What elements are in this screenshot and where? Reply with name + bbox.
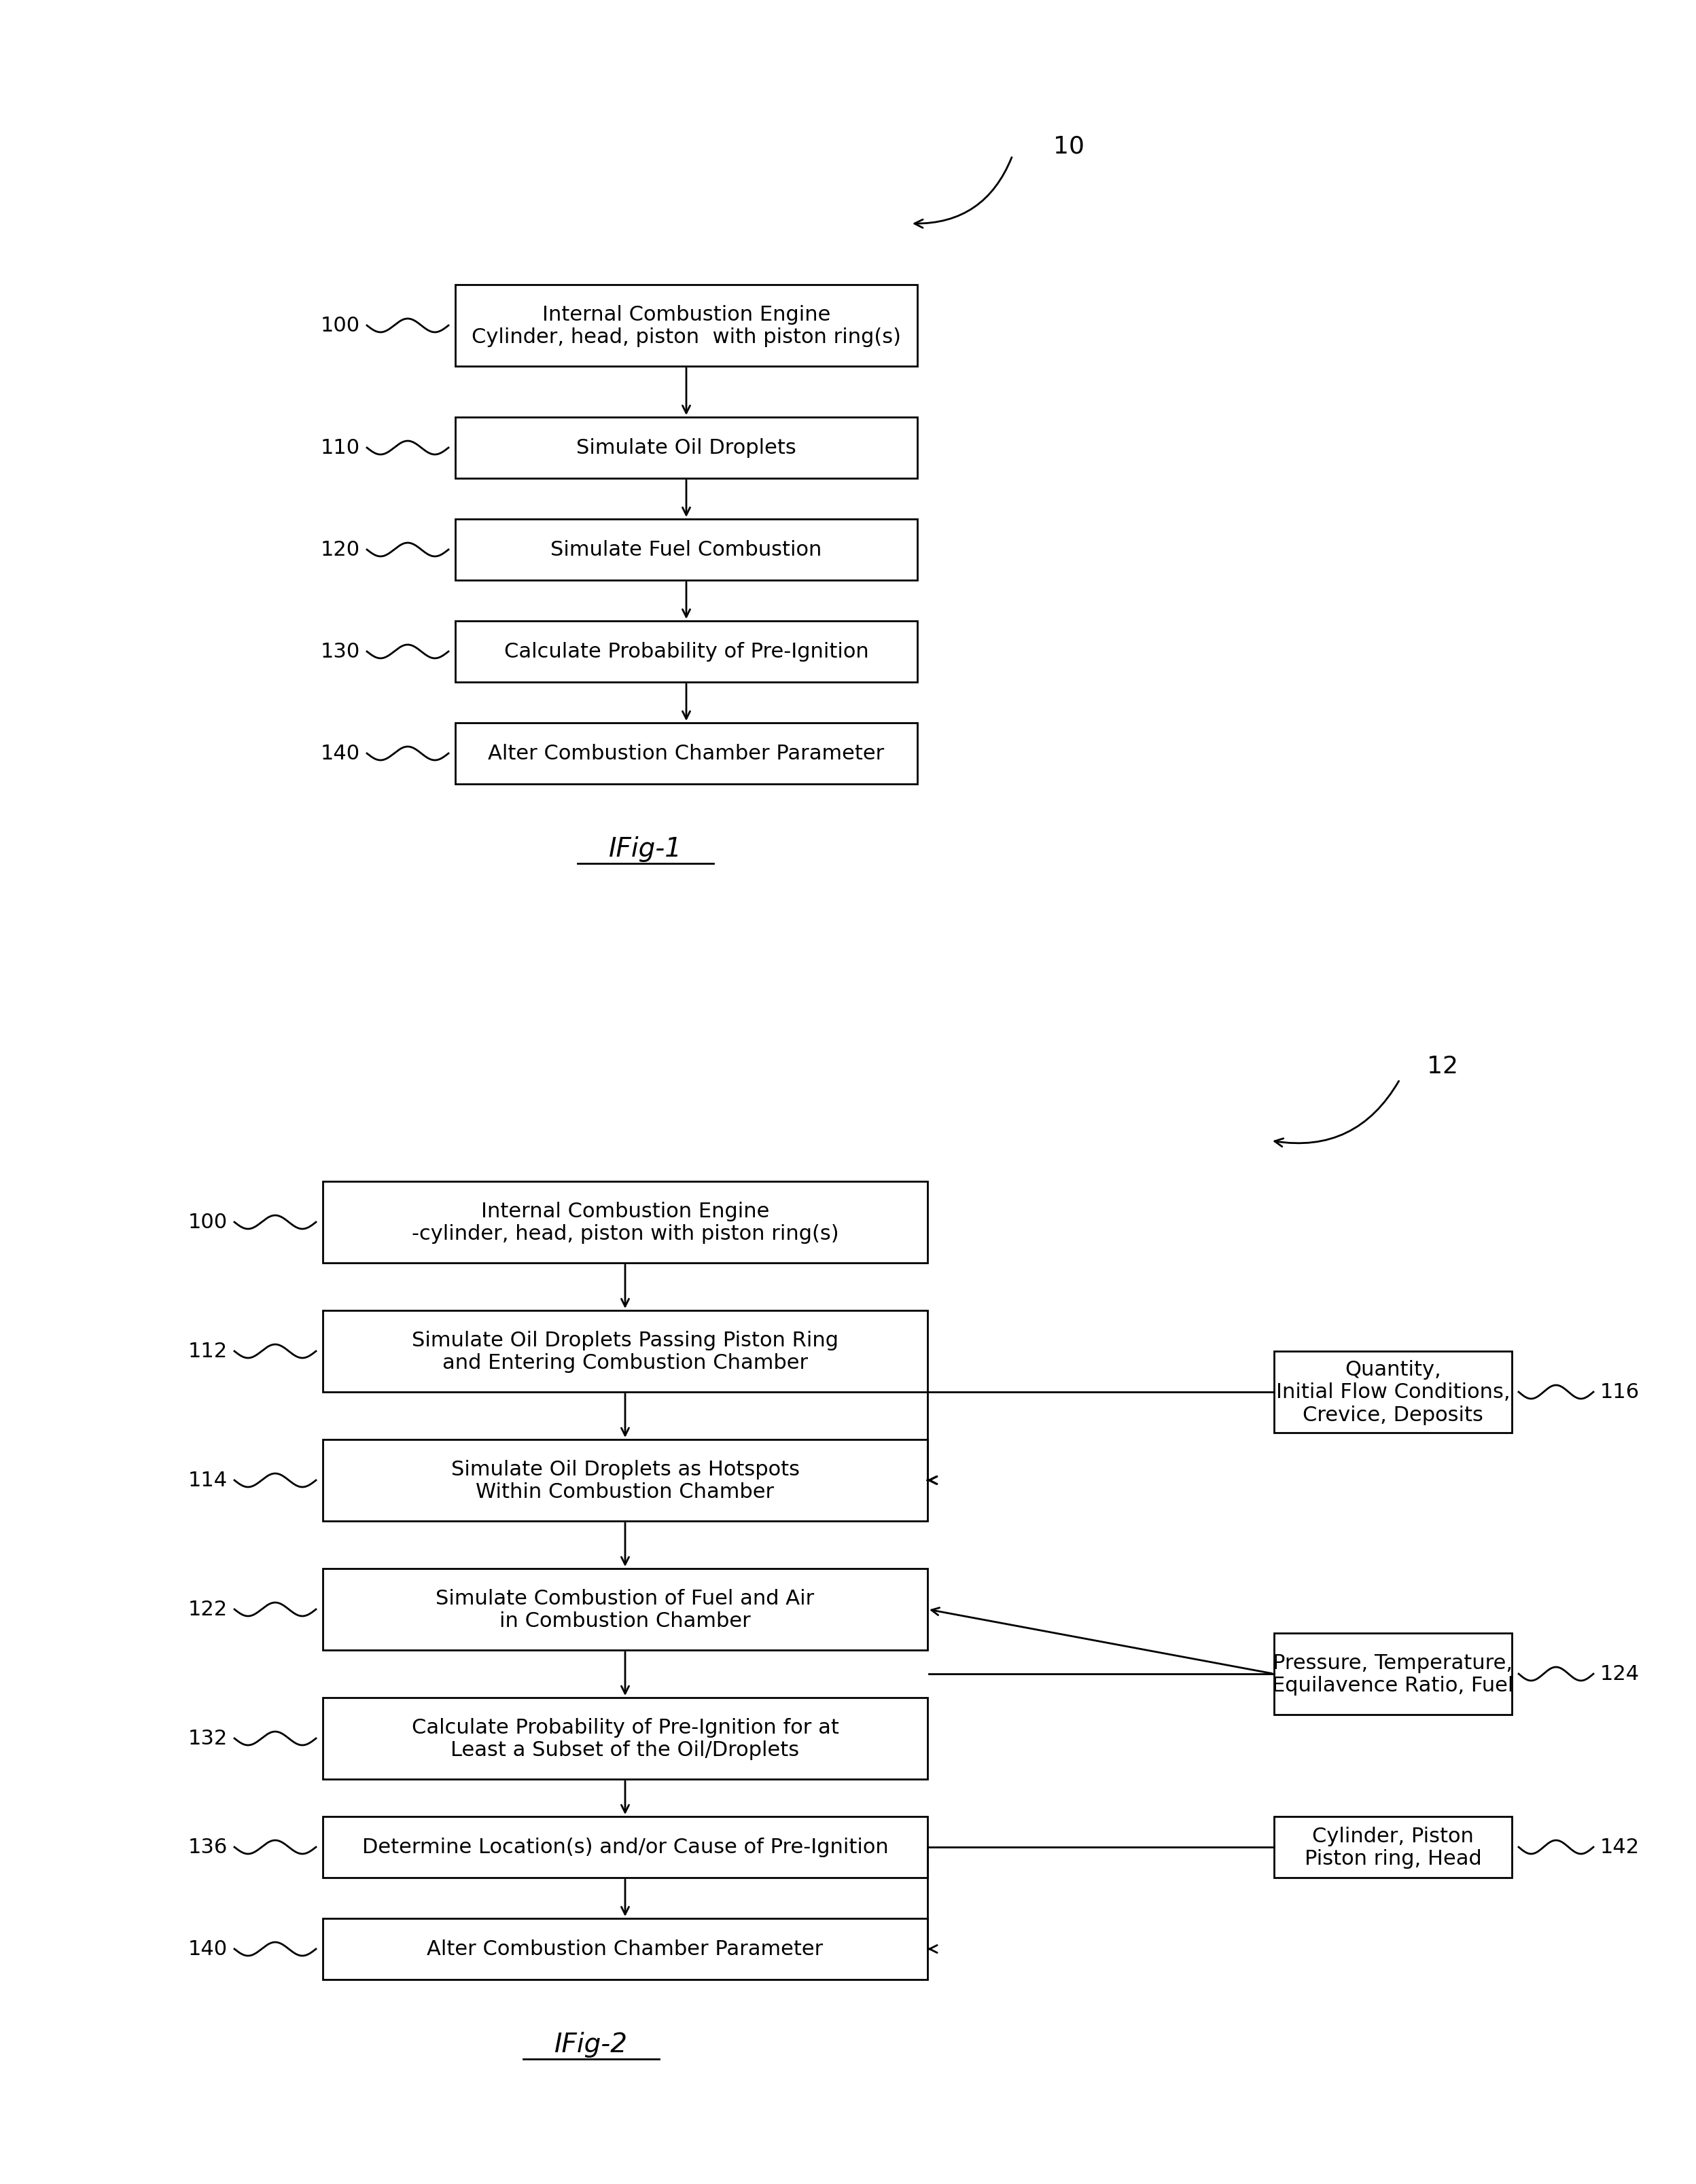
Text: Simulate Combustion of Fuel and Air
in Combustion Chamber: Simulate Combustion of Fuel and Air in C… — [436, 1588, 814, 1631]
FancyBboxPatch shape — [322, 1697, 928, 1780]
Text: 114: 114 — [188, 1470, 227, 1489]
Text: 110: 110 — [321, 439, 360, 459]
Text: 10: 10 — [1053, 135, 1084, 157]
Text: Alter Combustion Chamber Parameter: Alter Combustion Chamber Parameter — [488, 745, 884, 764]
Text: 124: 124 — [1601, 1664, 1640, 1684]
Text: 130: 130 — [321, 642, 360, 662]
FancyBboxPatch shape — [455, 417, 918, 478]
Text: 12: 12 — [1426, 1055, 1459, 1077]
FancyBboxPatch shape — [322, 1817, 928, 1878]
Text: Alter Combustion Chamber Parameter: Alter Combustion Chamber Parameter — [427, 1939, 823, 1959]
FancyBboxPatch shape — [1274, 1634, 1511, 1714]
Text: 142: 142 — [1601, 1837, 1640, 1856]
Text: Simulate Oil Droplets: Simulate Oil Droplets — [577, 439, 797, 459]
Text: 100: 100 — [188, 1212, 227, 1232]
Text: 100: 100 — [321, 317, 360, 336]
Text: Cylinder, Piston
Piston ring, Head: Cylinder, Piston Piston ring, Head — [1304, 1826, 1482, 1870]
Text: Quantity,
Initial Flow Conditions,
Crevice, Deposits: Quantity, Initial Flow Conditions, Crevi… — [1275, 1358, 1509, 1424]
FancyBboxPatch shape — [322, 1439, 928, 1522]
FancyBboxPatch shape — [322, 1182, 928, 1262]
FancyBboxPatch shape — [455, 286, 918, 367]
FancyBboxPatch shape — [455, 520, 918, 581]
FancyBboxPatch shape — [455, 723, 918, 784]
Text: 112: 112 — [188, 1341, 227, 1361]
Text: 132: 132 — [188, 1730, 227, 1749]
Text: Internal Combustion Engine
-cylinder, head, piston with piston ring(s): Internal Combustion Engine -cylinder, he… — [412, 1201, 840, 1243]
Text: 140: 140 — [321, 745, 360, 764]
FancyBboxPatch shape — [1274, 1352, 1511, 1433]
Text: Pressure, Temperature,
Equilavence Ratio, Fuel: Pressure, Temperature, Equilavence Ratio… — [1272, 1653, 1515, 1695]
Text: IFig-1: IFig-1 — [609, 836, 682, 863]
FancyBboxPatch shape — [322, 1568, 928, 1651]
Text: Simulate Oil Droplets Passing Piston Ring
and Entering Combustion Chamber: Simulate Oil Droplets Passing Piston Rin… — [412, 1330, 838, 1374]
FancyBboxPatch shape — [455, 622, 918, 681]
Text: Simulate Fuel Combustion: Simulate Fuel Combustion — [551, 539, 823, 559]
FancyBboxPatch shape — [322, 1310, 928, 1391]
Text: 122: 122 — [188, 1599, 227, 1618]
Text: IFig-2: IFig-2 — [555, 2031, 628, 2057]
Text: Determine Location(s) and/or Cause of Pre-Ignition: Determine Location(s) and/or Cause of Pr… — [361, 1837, 889, 1856]
Text: 116: 116 — [1601, 1382, 1640, 1402]
FancyBboxPatch shape — [322, 1918, 928, 1979]
FancyBboxPatch shape — [1274, 1817, 1511, 1878]
Text: 136: 136 — [188, 1837, 227, 1856]
Text: 120: 120 — [321, 539, 360, 559]
Text: Calculate Probability of Pre-Ignition for at
Least a Subset of the Oil/Droplets: Calculate Probability of Pre-Ignition fo… — [412, 1717, 840, 1760]
Text: Simulate Oil Droplets as Hotspots
Within Combustion Chamber: Simulate Oil Droplets as Hotspots Within… — [451, 1459, 799, 1503]
Text: 140: 140 — [188, 1939, 227, 1959]
Text: Internal Combustion Engine
Cylinder, head, piston  with piston ring(s): Internal Combustion Engine Cylinder, hea… — [471, 306, 901, 347]
Text: Calculate Probability of Pre-Ignition: Calculate Probability of Pre-Ignition — [504, 642, 868, 662]
